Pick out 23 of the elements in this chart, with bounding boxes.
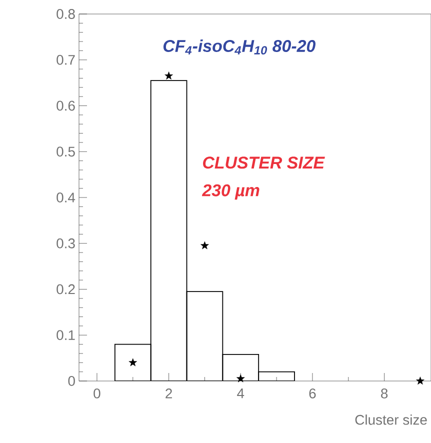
y-tick-label: 0 bbox=[68, 376, 75, 386]
y-tick-label: 0.1 bbox=[56, 330, 75, 340]
y-tick-label: 0.2 bbox=[56, 284, 75, 294]
y-tick-label: 0.4 bbox=[56, 192, 76, 202]
point bbox=[200, 241, 209, 250]
y-tick-label: 0.8 bbox=[56, 9, 75, 19]
point bbox=[128, 358, 138, 366]
y-tick-label: 0.7 bbox=[56, 54, 75, 65]
point bbox=[416, 376, 424, 385]
text: CF$_{4}$-isoC$_{4}$H$_{10}$ 80-20 bbox=[163, 40, 316, 55]
annotation: CLUSTER SIZE bbox=[203, 156, 325, 169]
x-tick-label: 8 bbox=[381, 388, 388, 398]
x-tick-label: 2 bbox=[166, 388, 172, 398]
y-tick-label: 0.5 bbox=[56, 146, 75, 157]
x-tick-label: 0 bbox=[94, 388, 100, 398]
x-axis-title: Cluster size bbox=[355, 414, 427, 425]
y-tick-label: 0.6 bbox=[56, 100, 75, 111]
annotation: 230 µm bbox=[202, 184, 260, 200]
x-tick-label: 4 bbox=[237, 388, 244, 398]
point bbox=[236, 374, 245, 382]
x-tick-label: 6 bbox=[309, 388, 316, 398]
point bbox=[164, 72, 173, 80]
y-tick-label: 0.3 bbox=[56, 238, 75, 248]
